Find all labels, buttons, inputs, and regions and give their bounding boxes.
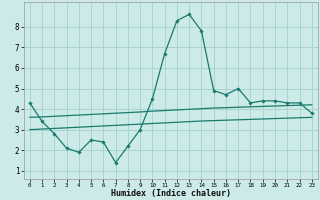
- X-axis label: Humidex (Indice chaleur): Humidex (Indice chaleur): [111, 189, 231, 198]
